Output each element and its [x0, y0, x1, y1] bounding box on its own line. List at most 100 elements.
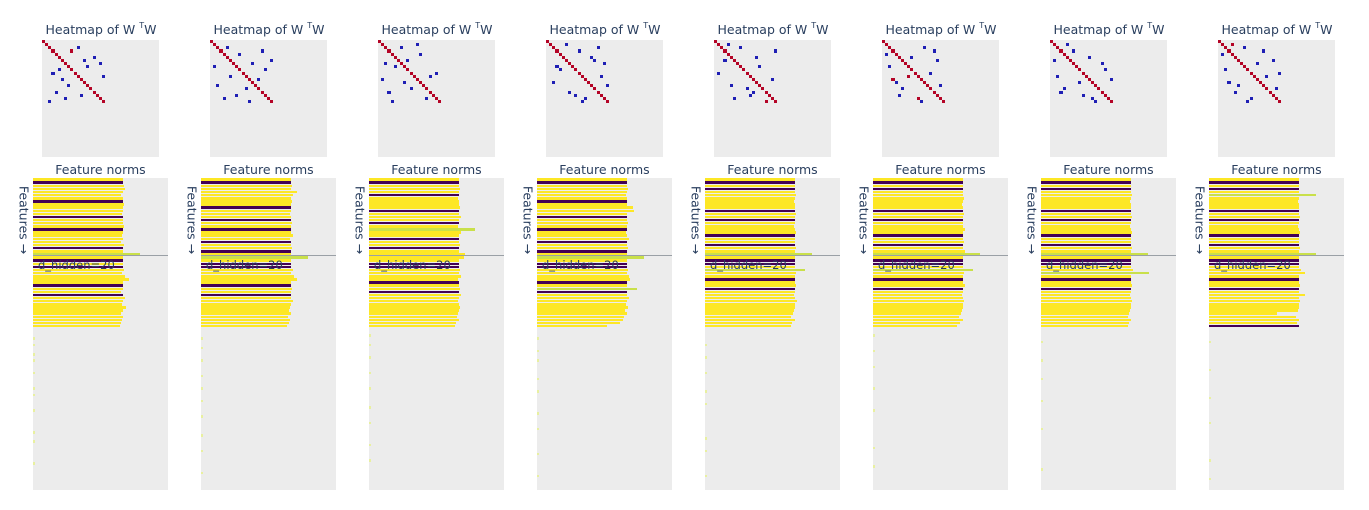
- feature-norm-bar: [873, 259, 963, 262]
- feature-norm-bar: [1209, 178, 1299, 181]
- heatmap-diagonal-cell: [266, 96, 270, 100]
- hidden-dim-label: d_hidden=20: [38, 258, 115, 273]
- feature-norm-bar: [873, 271, 965, 275]
- heatmap-title-text: Heatmap of W: [1221, 22, 1316, 38]
- heatmap-offdiag-cell: [70, 49, 74, 53]
- feature-norms-title: Feature norms: [55, 162, 146, 177]
- heatmap-diagonal-cell: [1230, 52, 1234, 56]
- heatmap-title-end: W: [1320, 22, 1333, 38]
- feature-norm-bar: [33, 221, 123, 225]
- heatmap-diagonal-cell: [92, 90, 96, 94]
- heatmap-offdiag-cell: [57, 68, 61, 72]
- feature-norm-bar: [705, 197, 795, 200]
- heatmap-offdiag-cell: [406, 58, 410, 63]
- feature-norm-bar: [201, 240, 291, 244]
- heatmap-offdiag-cell: [1081, 93, 1085, 97]
- feature-norm-bar: [873, 221, 963, 225]
- heatmap-offdiag-cell: [225, 46, 229, 50]
- feature-norm-bar: [873, 262, 963, 266]
- features-axis-label-text: Features →: [1192, 185, 1208, 255]
- feature-norm-bar: [1041, 299, 1133, 303]
- feature-norm-bar: [1041, 221, 1131, 225]
- heatmap-diagonal-cell: [742, 68, 746, 72]
- feature-norm-bar: [1209, 190, 1299, 194]
- feature-norm-bar: [705, 265, 795, 269]
- feature-norm-bar: [537, 318, 623, 322]
- feature-norm-bar: [369, 334, 371, 337]
- heatmap-diagonal-cell: [580, 74, 584, 78]
- feature-norm-bar: [705, 278, 795, 281]
- feature-norm-bar: [705, 178, 795, 181]
- feature-norm-bar: [1209, 306, 1299, 309]
- feature-norm-bar: [201, 275, 295, 278]
- heatmap-diagonal-cell: [438, 100, 442, 104]
- feature-norm-bar: [705, 200, 794, 203]
- heatmap-diagonal-cell: [222, 52, 226, 56]
- feature-norm-bar: [537, 262, 627, 266]
- feature-norm-bar: [201, 228, 291, 231]
- heatmap-offdiag-cell: [1078, 81, 1082, 85]
- feature-norm-bar: [369, 315, 457, 319]
- heatmap-title: Heatmap of W TW: [1207, 21, 1347, 38]
- heatmap-offdiag-cell: [723, 58, 727, 63]
- heatmap-diagonal-cell: [254, 84, 258, 88]
- feature-norm-bar: [705, 321, 792, 325]
- heatmap-offdiag-cell: [885, 52, 889, 56]
- feature-norm-bar: [201, 315, 288, 319]
- panel-4: Heatmap of W TW Feature norms Features → d_…: [504, 0, 672, 510]
- heatmap-diagonal-cell: [270, 100, 274, 104]
- heatmap-offdiag-cell: [244, 87, 248, 91]
- heatmap-diagonal-cell: [1252, 74, 1256, 78]
- heatmap-title-sup: T: [475, 21, 481, 30]
- heatmap-offdiag-cell: [1243, 46, 1247, 50]
- feature-norm-bar: [201, 324, 287, 328]
- heatmap-offdiag-cell: [1065, 43, 1069, 47]
- heatmap-diagonal-cell: [770, 96, 774, 100]
- feature-norm-bar: [1209, 303, 1299, 306]
- heatmap-title-sup: T: [811, 21, 817, 30]
- feature-norm-bar: [873, 225, 963, 228]
- heatmap-offdiag-cell: [1072, 49, 1076, 53]
- feature-norm-bar: [369, 293, 462, 297]
- heatmap-diagonal-cell: [1240, 62, 1244, 66]
- feature-norm-bar: [873, 365, 875, 369]
- feature-norm-bar: [1041, 318, 1131, 322]
- feature-norm-bar: [369, 237, 459, 241]
- feature-norm-bar: [537, 259, 627, 262]
- feature-norm-bar: [537, 271, 627, 275]
- features-axis-label: Features →: [857, 180, 872, 260]
- feature-norm-bar: [369, 459, 371, 462]
- feature-norm-bar: [537, 349, 539, 353]
- heatmap-title-sup: T: [979, 21, 985, 30]
- heatmap-offdiag-cell: [568, 90, 572, 94]
- feature-norm-bar: [201, 387, 203, 390]
- heatmap-diagonal-cell: [86, 84, 90, 88]
- feature-norm-bar: [705, 315, 791, 319]
- heatmap-diagonal-cell: [929, 87, 933, 91]
- heatmap-offdiag-cell: [60, 77, 65, 81]
- heatmap-offdiag-cell: [419, 52, 423, 56]
- feature-norm-bar: [33, 234, 122, 237]
- heatmap-diagonal-cell: [48, 46, 52, 50]
- feature-norm-bar: [537, 306, 629, 309]
- feature-norm-bar: [369, 231, 462, 234]
- heatmap-offdiag-cell: [409, 87, 413, 91]
- heatmap-diagonal-cell: [564, 58, 569, 63]
- heatmap-diagonal-cell: [1218, 40, 1222, 44]
- features-axis-label-text: Features →: [1024, 185, 1040, 255]
- feature-norm-bar: [33, 275, 126, 278]
- feature-norm-bar: [201, 187, 291, 191]
- feature-norm-bar: [705, 262, 795, 266]
- feature-norm-bar: [1041, 315, 1128, 319]
- feature-norm-bar: [33, 243, 125, 247]
- heatmap-diagonal-cell: [102, 100, 106, 104]
- heatmap-diagonal-cell: [1243, 65, 1247, 69]
- feature-norm-bar: [1209, 284, 1301, 287]
- heatmap-offdiag-cell: [1053, 58, 1057, 63]
- heatmap-offdiag-cell: [1087, 55, 1091, 59]
- feature-norm-bar: [33, 178, 123, 181]
- feature-norm-bar: [537, 218, 627, 222]
- feature-norm-bar: [369, 256, 464, 259]
- feature-norm-bar: [1041, 209, 1131, 213]
- feature-norm-bar: [705, 474, 707, 478]
